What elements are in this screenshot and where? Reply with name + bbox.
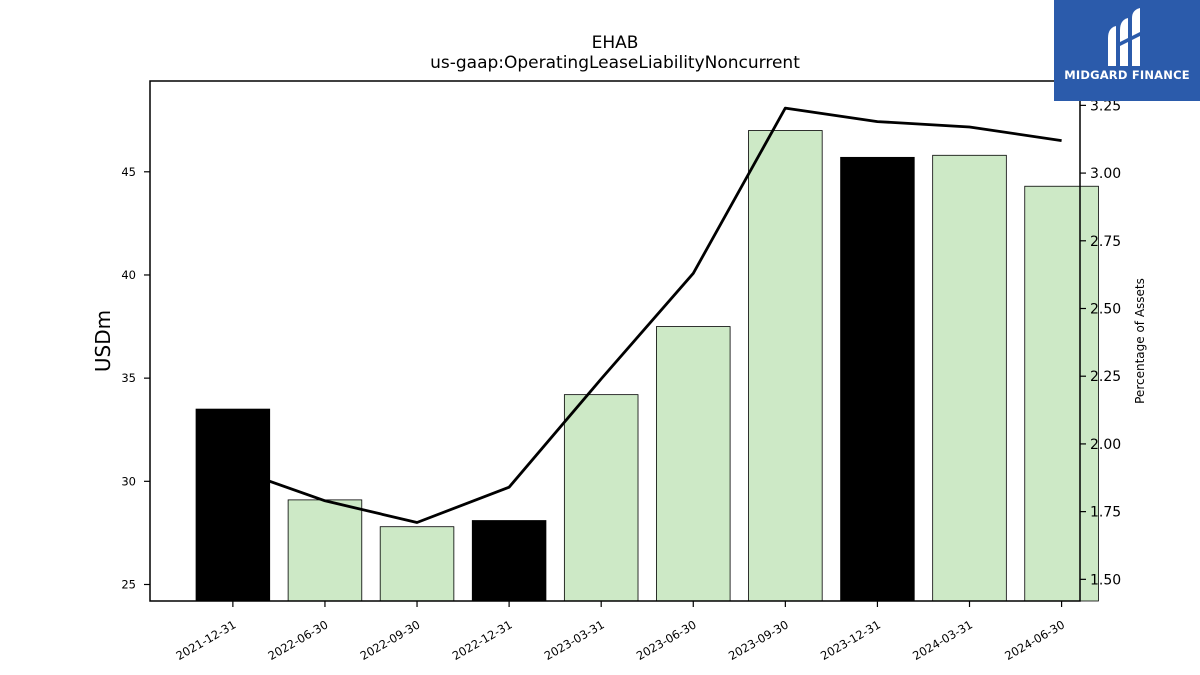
bar-2023-09-30 bbox=[748, 130, 823, 602]
x-axis: 2021-12-31 2022-06-30 2022-09-30 2022-12-31… bbox=[173, 601, 1067, 663]
percentage-line bbox=[232, 106, 1062, 524]
brand-logo: MIDGARD FINANCE bbox=[1054, 0, 1200, 101]
y-axis-label: USDm bbox=[91, 310, 115, 372]
midgard-logo-icon bbox=[1108, 8, 1140, 66]
y2-tick-label: 2.00 bbox=[1090, 437, 1121, 453]
line-group bbox=[232, 106, 1062, 524]
chart-subtitle: us-gaap:OperatingLeaseLiabilityNoncurren… bbox=[430, 53, 800, 73]
bar-group bbox=[195, 130, 1099, 602]
plot-frame bbox=[149, 80, 1081, 602]
bar-2023-03-31 bbox=[563, 394, 639, 602]
y2-axis-label: Percentage of Assets bbox=[1133, 278, 1147, 404]
x-tick-label: 2021-12-31 bbox=[173, 617, 238, 663]
chart-title: EHAB bbox=[592, 33, 639, 53]
y-tick-label: 30 bbox=[121, 474, 136, 488]
bar-2022-12-31 bbox=[471, 520, 547, 602]
bar-2023-06-30 bbox=[656, 326, 731, 602]
bar-2023-12-31 bbox=[840, 156, 915, 602]
y2-tick-label: 1.75 bbox=[1090, 505, 1121, 521]
y2-tick-label: 3.00 bbox=[1090, 166, 1121, 182]
y-tick-label: 25 bbox=[121, 577, 136, 591]
y-axis-left: 25 30 35 40 45 bbox=[121, 165, 150, 591]
x-tick-label: 2024-06-30 bbox=[1002, 617, 1067, 663]
y2-tick-label: 3.25 bbox=[1090, 98, 1121, 114]
bar-2024-06-30 bbox=[1024, 185, 1099, 602]
y-tick-label: 40 bbox=[121, 268, 136, 282]
bar-2024-03-31 bbox=[932, 154, 1007, 602]
y2-tick-label: 1.50 bbox=[1090, 572, 1121, 588]
bar-2022-09-30 bbox=[379, 526, 455, 602]
x-tick-label: 2022-06-30 bbox=[266, 617, 331, 663]
y-tick-label: 45 bbox=[121, 165, 136, 179]
logo-text: MIDGARD FINANCE bbox=[1064, 68, 1190, 82]
y2-tick-label: 2.25 bbox=[1090, 369, 1121, 385]
x-tick-label: 2022-09-30 bbox=[358, 617, 423, 663]
y-tick-label: 35 bbox=[121, 371, 136, 385]
x-tick-label: 2022-12-31 bbox=[450, 617, 515, 663]
bar-2021-12-31 bbox=[195, 408, 271, 602]
y2-tick-label: 2.50 bbox=[1090, 302, 1121, 318]
y2-tick-label: 2.75 bbox=[1090, 234, 1121, 250]
x-tick-label: 2023-06-30 bbox=[634, 617, 699, 663]
bar-2022-06-30 bbox=[287, 499, 363, 602]
x-tick-label: 2023-03-31 bbox=[542, 617, 607, 663]
x-tick-label: 2024-03-31 bbox=[910, 617, 975, 663]
x-tick-label: 2023-09-30 bbox=[726, 617, 791, 663]
y-axis-right: 1.50 1.75 2.00 2.25 2.50 2.75 3.00 3.25 bbox=[1080, 98, 1121, 588]
x-tick-label: 2023-12-31 bbox=[818, 617, 883, 663]
